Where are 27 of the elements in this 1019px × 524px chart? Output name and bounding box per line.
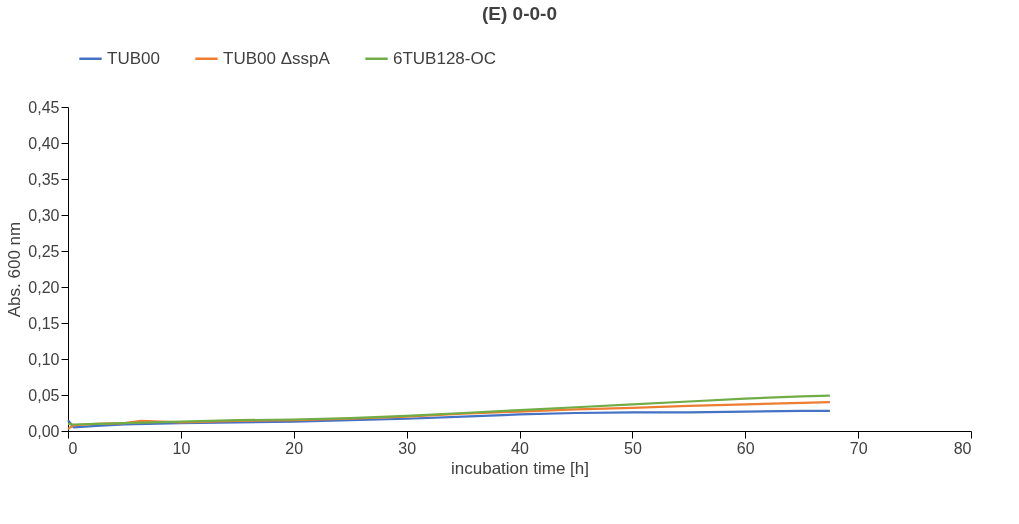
x-axis-title: incubation time [h]: [451, 458, 589, 478]
y-tick-label: 0,05: [28, 386, 60, 404]
x-tick-label: 60: [736, 439, 755, 457]
legend-label: TUB00: [107, 48, 160, 68]
x-tick-label: 70: [849, 439, 868, 457]
y-tick-label: 0,35: [28, 170, 60, 188]
x-tick-label: 10: [172, 439, 191, 457]
x-tick-label: 30: [398, 439, 417, 457]
y-tick-label: 0,20: [28, 278, 60, 296]
y-tick-label: 0,15: [28, 314, 60, 332]
y-axis-title: Abs. 600 nm: [5, 221, 25, 318]
x-tick-label: 40: [511, 439, 529, 457]
y-tick-label: 0,10: [28, 350, 60, 368]
legend-label: TUB00 ΔsspA: [223, 48, 331, 68]
y-tick-label: 0,00: [28, 422, 60, 440]
x-tick-label: 50: [623, 439, 642, 457]
line-series: [66, 409, 832, 429]
x-tick-label: 20: [285, 439, 304, 457]
y-tick-label: 0,25: [28, 242, 60, 260]
line-series: [66, 394, 832, 426]
y-tick-label: 0,30: [28, 206, 60, 224]
x-tick-label: 0: [68, 439, 78, 457]
y-tick-label: 0,45: [28, 98, 60, 116]
x-tick-label: 80: [953, 439, 972, 457]
chart-title: (E) 0-0-0: [482, 3, 557, 24]
legend-label: 6TUB128-OC: [393, 48, 496, 68]
y-tick-label: 0,40: [28, 134, 60, 152]
